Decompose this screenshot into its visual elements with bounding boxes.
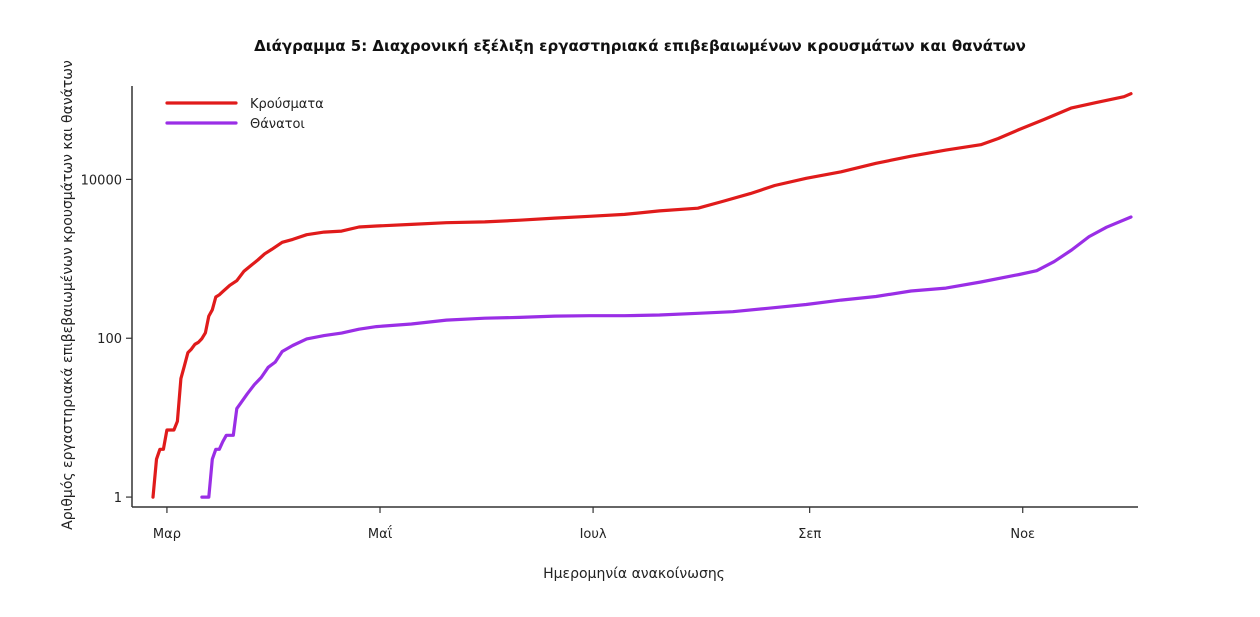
- legend-label: Θάνατοι: [250, 117, 305, 132]
- y-axis-label: Αριθμός εργαστηριακά επιβεβαιωμένων κρου…: [60, 60, 76, 530]
- series-line-cases: [151, 92, 1133, 499]
- x-axis-label: Ημερομηνία ανακοίνωσης: [543, 566, 725, 582]
- y-tick-label: 1: [114, 491, 122, 506]
- legend-label: Κρούσματα: [250, 97, 324, 112]
- legend: Κρούσματα Θάνατοι: [165, 97, 324, 132]
- x-tick-label: Μαρ: [153, 527, 181, 542]
- axes: [131, 86, 1138, 508]
- series-lines: [151, 92, 1133, 499]
- x-ticks: Μαρ Μαΐ Ιουλ Σεπ Νοε: [153, 507, 1035, 542]
- y-tick-label: 10000: [81, 173, 122, 188]
- x-tick-label: Νοε: [1010, 527, 1035, 542]
- y-tick-label: 100: [97, 332, 122, 347]
- y-ticks: 1 100 10000: [81, 173, 132, 506]
- x-tick-label: Μαΐ: [368, 526, 393, 542]
- series-line-deaths: [200, 215, 1133, 499]
- x-tick-label: Σεπ: [798, 527, 821, 542]
- chart-title: Διάγραμμα 5: Διαχρονική εξέλιξη εργαστηρ…: [254, 37, 1026, 55]
- x-tick-label: Ιουλ: [580, 527, 607, 542]
